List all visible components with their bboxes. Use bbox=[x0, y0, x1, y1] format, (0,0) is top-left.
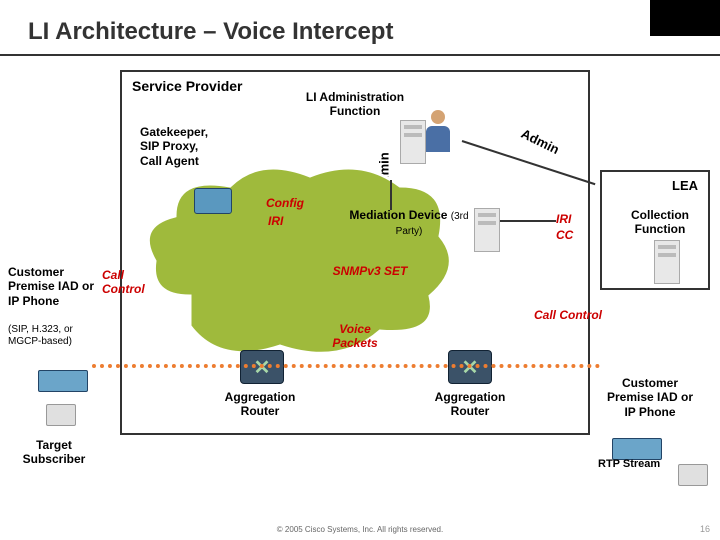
router-right-icon bbox=[612, 438, 662, 460]
collection-label: Collection Function bbox=[622, 208, 698, 237]
rtp-stream-label: RTP Stream bbox=[598, 458, 660, 471]
mediation-server-icon bbox=[474, 208, 500, 252]
page-title: LI Architecture – Voice Intercept bbox=[0, 0, 720, 56]
lea-title: LEA bbox=[602, 178, 708, 193]
snmp-label: SNMPv3 SET bbox=[330, 264, 410, 278]
slide-number: 16 bbox=[700, 524, 710, 534]
line-mediation-lea bbox=[500, 220, 556, 222]
cc-label: CC bbox=[556, 228, 573, 242]
customer-premise-left: Customer Premise IAD or IP Phone bbox=[8, 265, 98, 308]
line-admin-down bbox=[390, 180, 392, 210]
sip-note: (SIP, H.323, or MGCP-based) bbox=[8, 324, 108, 348]
agg-router-2: Aggregation Router bbox=[420, 390, 520, 419]
voice-packets-label: Voice Packets bbox=[320, 322, 390, 351]
mediation-text: Mediation Device bbox=[349, 208, 447, 222]
network-cloud bbox=[140, 156, 460, 366]
li-admin-label: LI Administration Function bbox=[280, 90, 430, 119]
gatekeeper-device-icon bbox=[194, 188, 232, 214]
phone-right-icon bbox=[678, 464, 708, 486]
router-left-icon bbox=[38, 370, 88, 392]
iri-label-sp: IRI bbox=[268, 214, 283, 228]
customer-premise-right: Customer Premise IAD or IP Phone bbox=[600, 376, 700, 419]
rtp-dotted-line bbox=[92, 364, 600, 368]
diagram-area: Service Provider LI Administration Funct… bbox=[0, 60, 720, 540]
target-subscriber: Target Subscriber bbox=[14, 438, 94, 467]
call-control-right: Call Control bbox=[534, 308, 604, 322]
copyright-footer: © 2005 Cisco Systems, Inc. All rights re… bbox=[0, 525, 720, 534]
collection-server-icon bbox=[654, 240, 680, 284]
mediation-label: Mediation Device (3rd Party) bbox=[344, 208, 474, 238]
call-control-left: Call Control bbox=[102, 268, 162, 297]
corner-decor bbox=[650, 0, 720, 36]
config-label: Config bbox=[266, 196, 304, 210]
phone-left-icon bbox=[46, 404, 76, 426]
agg-router-1: Aggregation Router bbox=[210, 390, 310, 419]
iri-label-lea: IRI bbox=[556, 212, 571, 226]
